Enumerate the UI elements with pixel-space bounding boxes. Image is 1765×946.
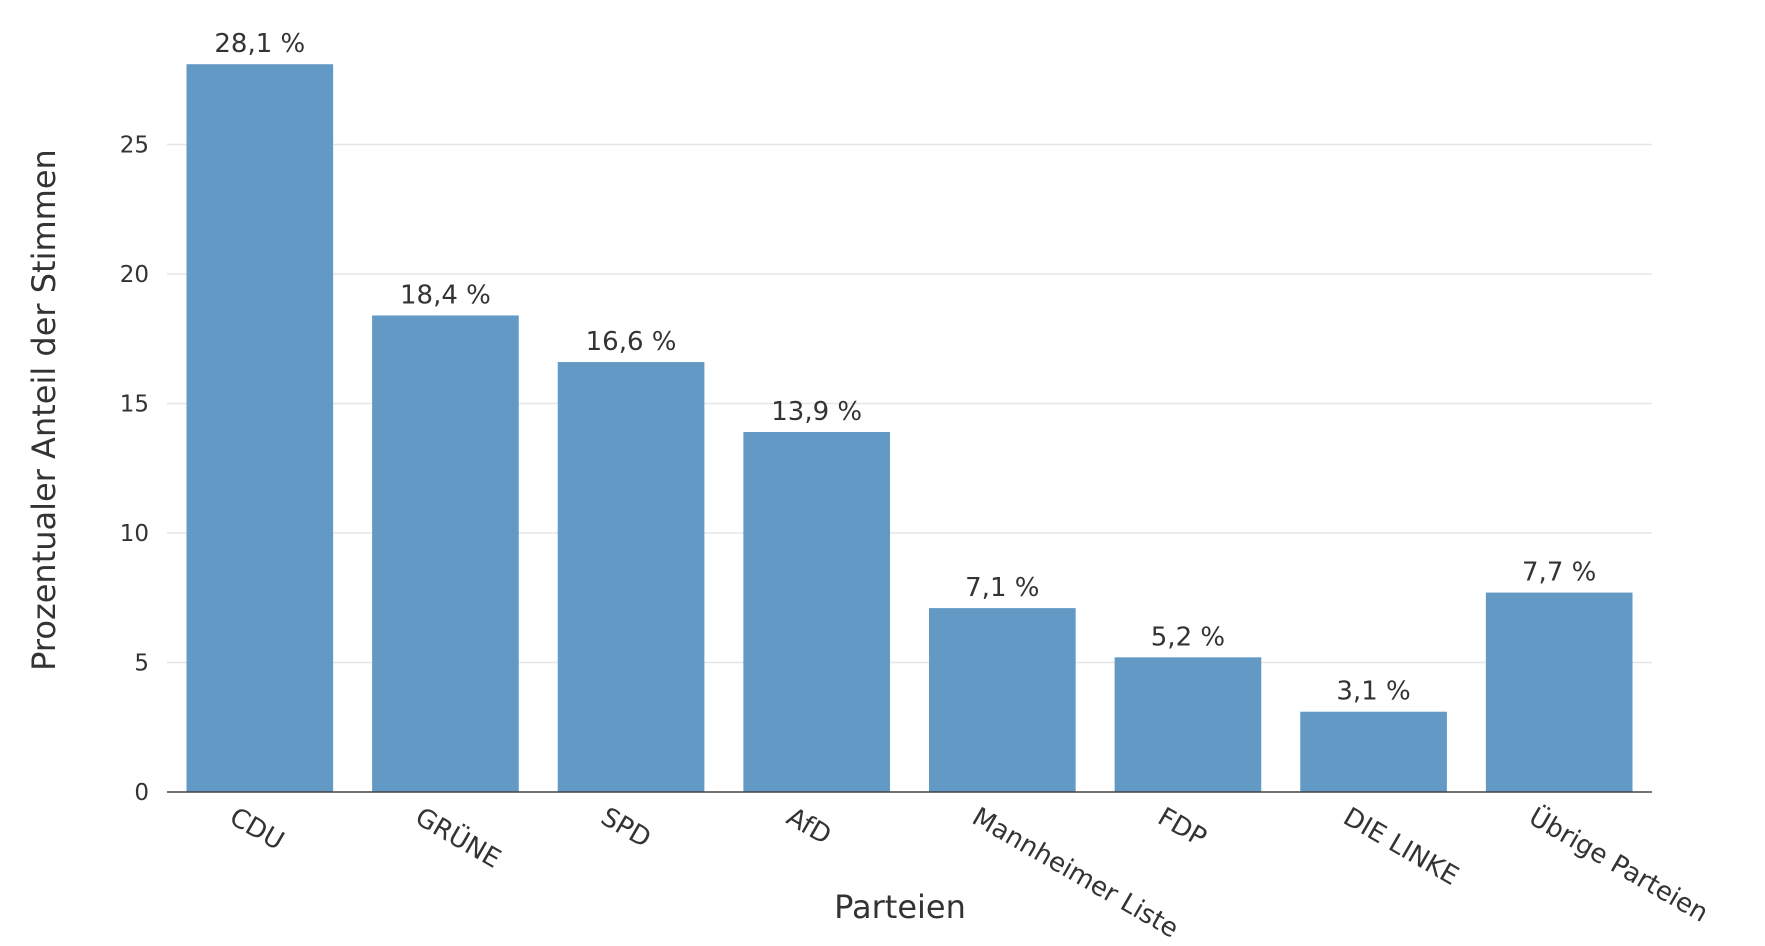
data-label: 18,4 % bbox=[400, 280, 491, 310]
data-label: 7,7 % bbox=[1522, 558, 1596, 588]
y-tick-label: 20 bbox=[120, 262, 149, 288]
data-labels: 28,1 % 18,4 % 16,6 % 13,9 % 7,1 % 5,2 % 3,1 % 7… bbox=[214, 29, 1596, 707]
x-tick-label: Übrige Parteien bbox=[1524, 800, 1714, 928]
x-tick-label: AfD bbox=[781, 802, 836, 851]
y-tick-label: 15 bbox=[120, 392, 149, 418]
x-tick-label: DIE LINKE bbox=[1338, 802, 1463, 892]
bar bbox=[557, 362, 705, 792]
data-label: 3,1 % bbox=[1336, 677, 1410, 707]
y-tick-label: 10 bbox=[120, 521, 149, 547]
bar bbox=[1485, 592, 1633, 792]
bar bbox=[372, 315, 519, 792]
x-axis-title: Parteien bbox=[834, 888, 966, 926]
x-tick-label: GRÜNE bbox=[410, 800, 507, 874]
bar bbox=[1114, 657, 1262, 792]
y-tick-label: 0 bbox=[134, 780, 149, 806]
bar bbox=[186, 64, 334, 792]
bar bbox=[1300, 711, 1447, 792]
data-label: 7,1 % bbox=[965, 573, 1039, 603]
y-axis-title: Prozentualer Anteil der Stimmen bbox=[25, 149, 63, 671]
data-label: 5,2 % bbox=[1151, 622, 1225, 652]
data-label: 28,1 % bbox=[214, 29, 305, 59]
x-tick-label: CDU bbox=[224, 802, 289, 857]
x-tick-label: Mannheimer Liste bbox=[967, 802, 1184, 944]
x-tick-label: SPD bbox=[596, 802, 656, 854]
bar bbox=[743, 431, 891, 792]
bar bbox=[928, 608, 1076, 792]
bars bbox=[186, 64, 1633, 792]
x-tick-label: FDP bbox=[1152, 802, 1211, 853]
data-label: 13,9 % bbox=[771, 397, 862, 427]
y-tick-label: 5 bbox=[134, 651, 149, 677]
data-label: 16,6 % bbox=[586, 327, 677, 357]
y-tick-labels: 0 5 10 15 20 25 bbox=[120, 133, 149, 807]
y-tick-label: 25 bbox=[120, 133, 149, 159]
